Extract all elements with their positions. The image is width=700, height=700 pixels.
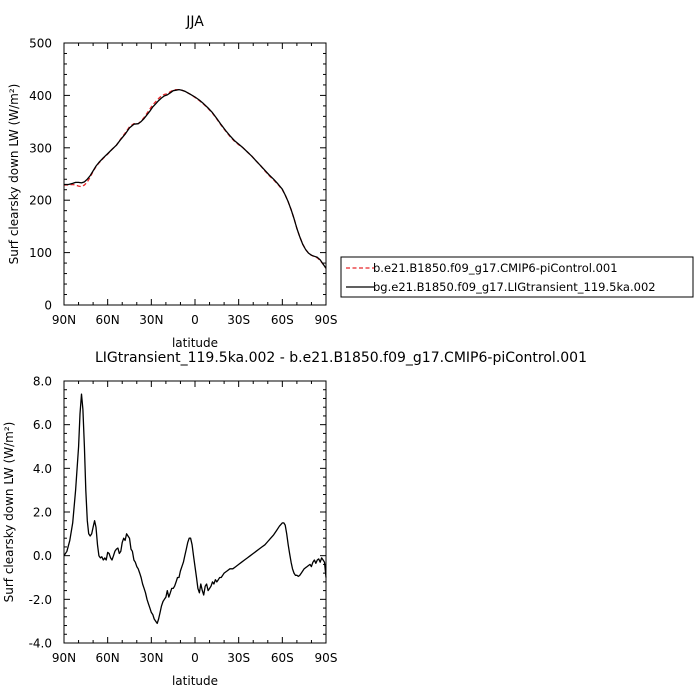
top-x-tick-label: 30S [227,313,250,327]
top-y-tick-label: 100 [29,246,52,260]
bottom-y-tick-label: 0.0 [33,549,52,563]
bottom-ticks-layer: 90N 60N 30N 0 30S 60S 90S -4.0 -2.0 0.0 2.0 4.0 6.0 8… [29,375,338,666]
top-series-layer [64,88,327,269]
top-panel: JJA 90N 60N 30N 0 30S 60S 90S0100200300400500 … [7,14,337,350]
top-panel-title: JJA [185,14,204,30]
bottom-y-tick-label: 8.0 [33,375,52,389]
legend-label-series-1: b.e21.B1850.f09_g17.CMIP6-piControl.001 [373,261,618,275]
bottom-x-tick-label: 60S [271,651,294,665]
bottom-x-tick-label: 60N [96,651,120,665]
bottom-x-tick-label: 30S [227,651,250,665]
bottom-panel: LIGtransient_119.5ka.002 - b.e21.B1850.f… [2,350,587,688]
legend-box [340,256,694,298]
top-plot-frame [63,42,327,306]
top-y-tick-label: 0 [44,299,52,313]
bottom-plot-frame [63,380,327,644]
top-x-tick-label: 60N [96,313,120,327]
top-y-tick-label: 500 [29,37,52,51]
top-y-tick-label: 300 [29,141,52,155]
bottom-x-axis-label: latitude [172,674,218,688]
top-series-line-1 [64,88,327,269]
top-y-tick-label: 200 [29,194,52,208]
bottom-series-line-1 [63,393,327,625]
top-ticks-layer: 90N 60N 30N 0 30S 60S 90S 0 100 200 300 400 500 [29,37,337,328]
top-x-tick-label: 60S [271,313,294,327]
legend: b.e21.B1850.f09_g17.CMIP6-piControl.001 … [340,256,694,298]
top-x-tick-label: 0 [191,313,199,327]
bottom-y-tick-label: 4.0 [33,462,52,476]
bottom-series-layer [63,393,327,625]
bottom-x-tick-label: 0 [191,651,199,665]
top-series-line-2 [64,88,327,269]
bottom-x-tick-label: 30N [139,651,163,665]
bottom-panel-title: LIGtransient_119.5ka.002 - b.e21.B1850.f… [95,350,587,366]
bottom-y-tick-label: -2.0 [29,593,52,607]
top-y-tick-label: 400 [29,89,52,103]
top-x-tick-label: 30N [139,313,163,327]
bottom-y-tick-label: -4.0 [29,637,52,651]
top-x-tick-label: 90S [315,313,338,327]
bottom-y-axis-label: Surf clearsky down LW (W/m²) [2,422,16,603]
bottom-y-tick-label: 2.0 [33,506,52,520]
top-x-axis-label: latitude [172,336,218,350]
bottom-y-tick-label: 6.0 [33,418,52,432]
top-y-axis-label: Surf clearsky down LW (W/m²) [7,84,21,265]
bottom-x-tick-label: 90S [315,651,338,665]
legend-label-series-2: bg.e21.B1850.f09_g17.LIGtransient_119.5k… [373,280,656,294]
bottom-x-tick-label: 90N [52,651,76,665]
top-x-tick-label: 90N [52,313,76,327]
